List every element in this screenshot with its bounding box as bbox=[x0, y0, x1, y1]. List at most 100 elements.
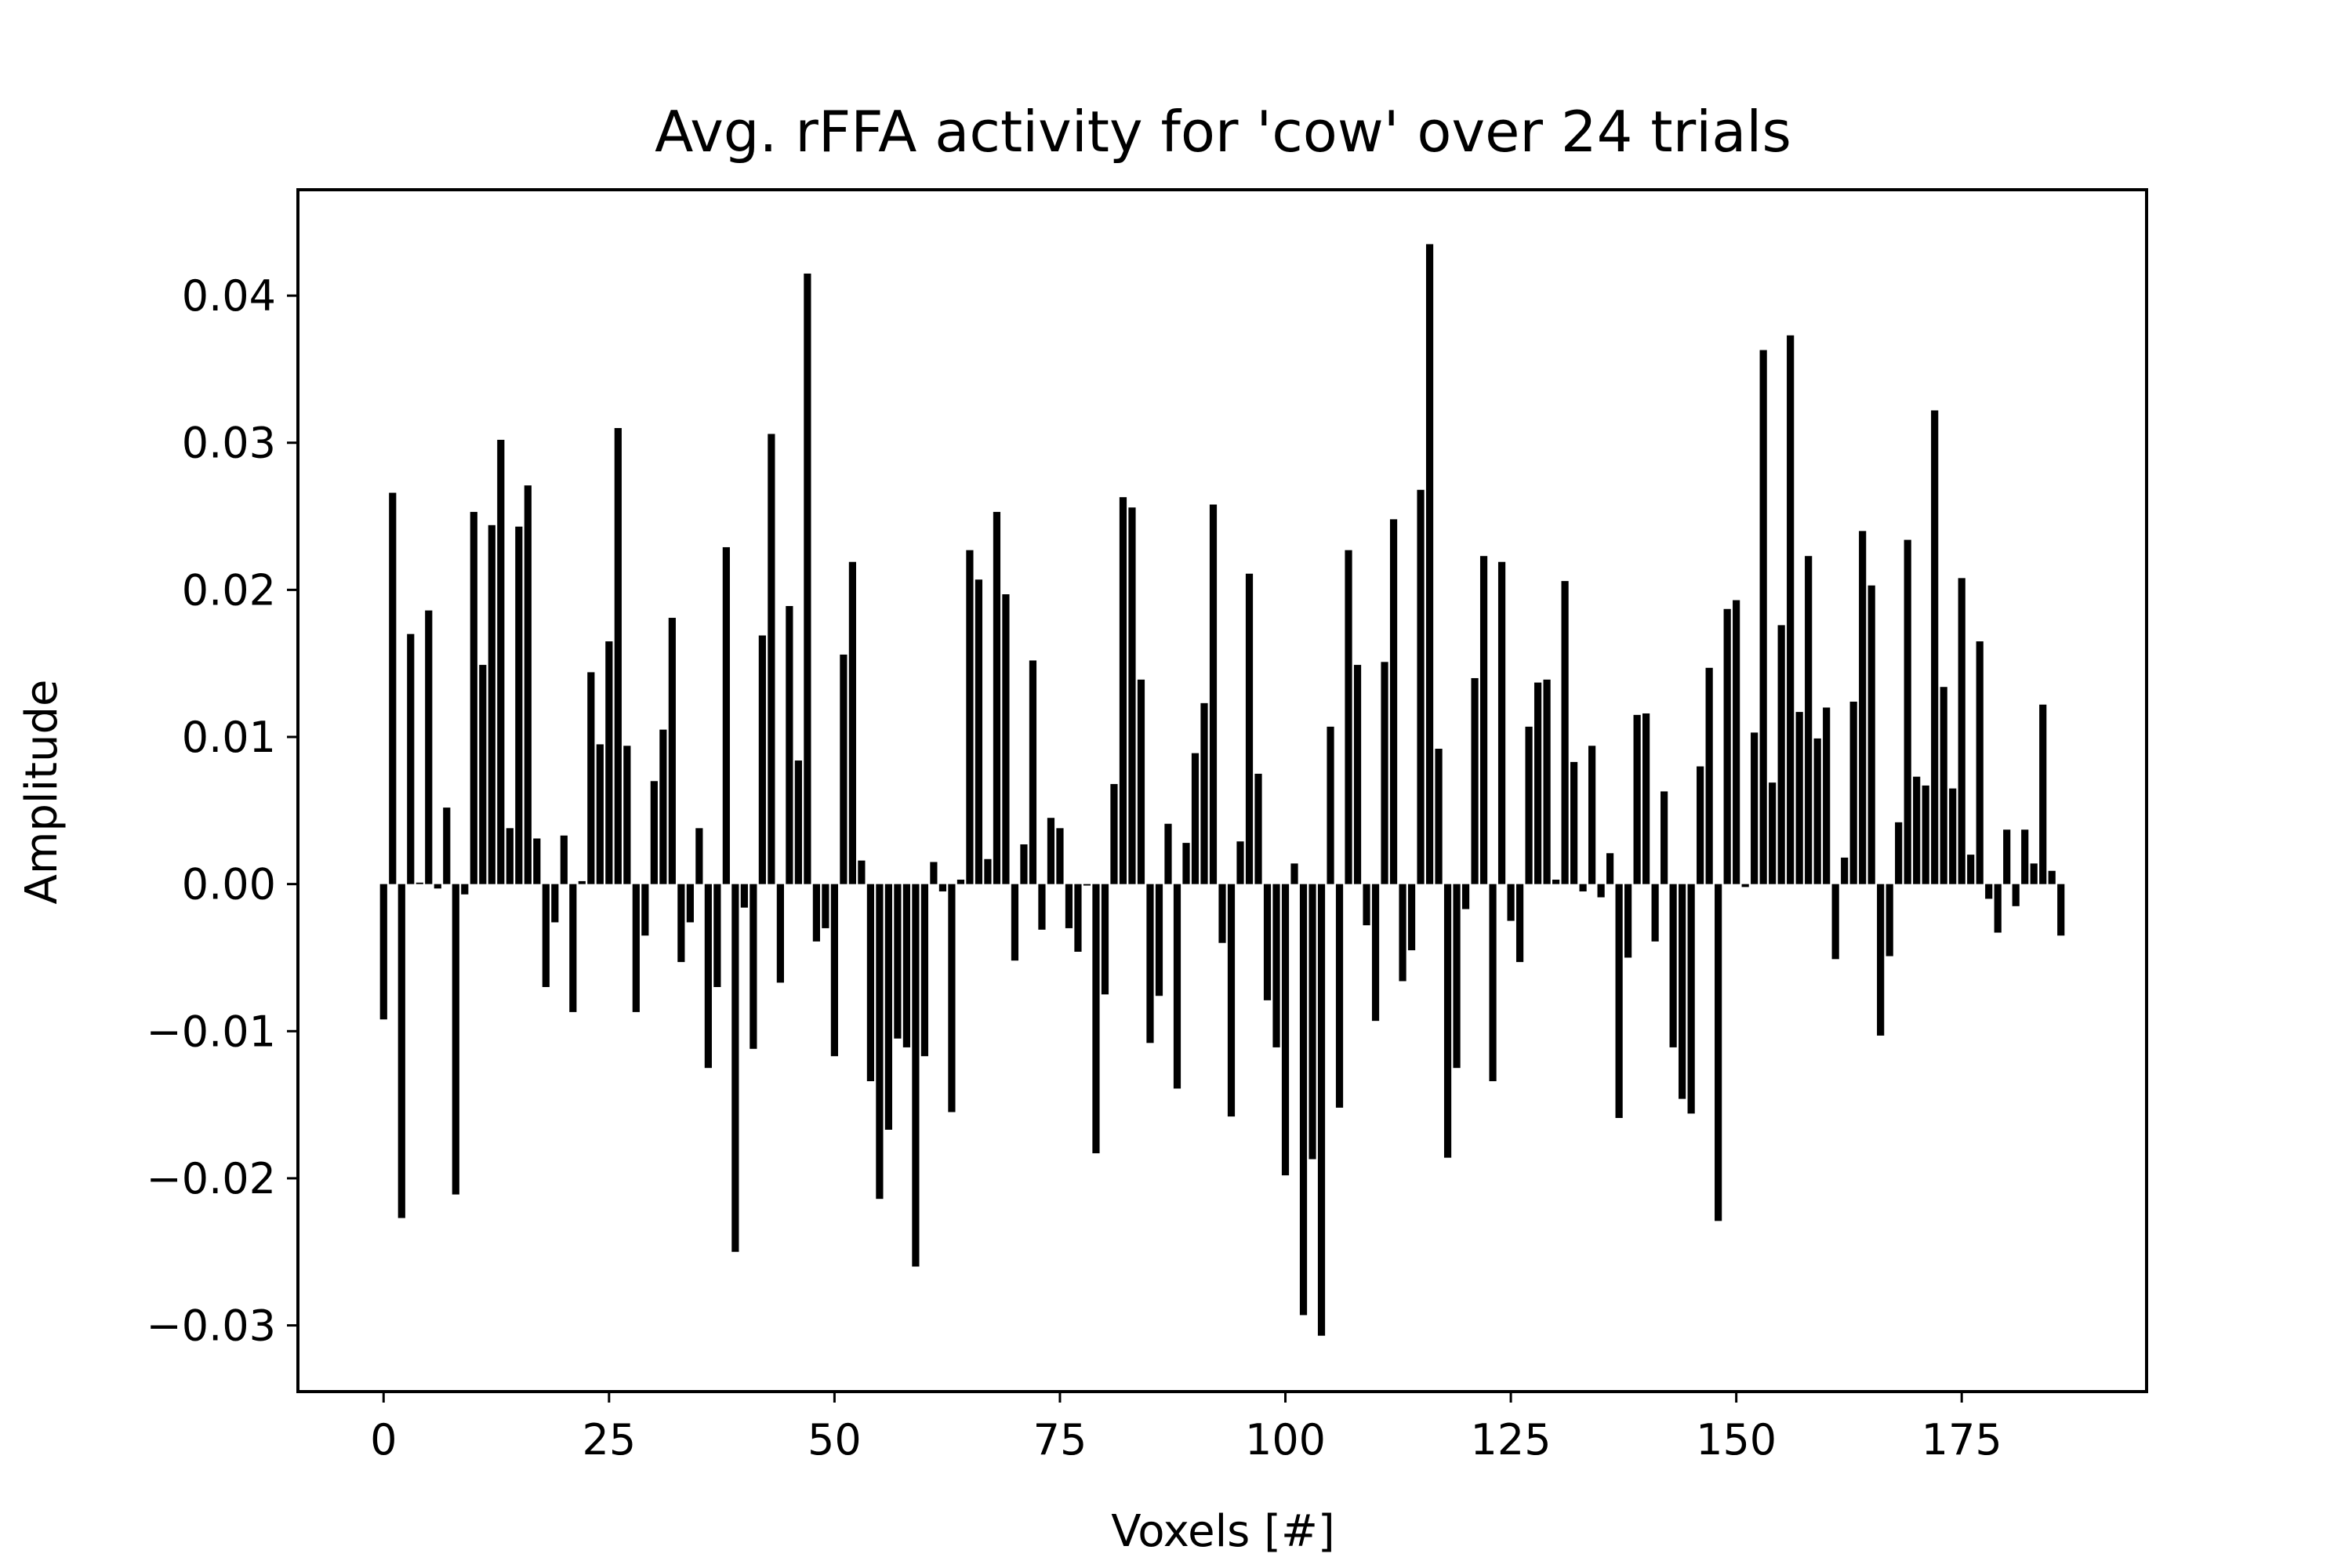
bar bbox=[1904, 539, 1911, 884]
bar bbox=[1381, 662, 1388, 884]
bar bbox=[1425, 244, 1434, 884]
bar bbox=[1191, 753, 1200, 884]
x-axis-label: Voxels [#] bbox=[1111, 1506, 1335, 1557]
bar bbox=[488, 524, 495, 884]
y-tick-label: 0.01 bbox=[182, 713, 276, 762]
bar bbox=[812, 884, 820, 942]
bar bbox=[876, 884, 884, 1200]
bar bbox=[1399, 884, 1406, 982]
bar bbox=[379, 884, 387, 1020]
bar bbox=[1263, 884, 1272, 1000]
bar bbox=[866, 884, 874, 1082]
x-tick-label: 150 bbox=[1696, 1415, 1777, 1465]
bar bbox=[758, 635, 766, 884]
bar bbox=[1056, 828, 1064, 884]
bar bbox=[1759, 350, 1767, 884]
bar bbox=[956, 880, 965, 884]
bar bbox=[1065, 884, 1073, 928]
bar bbox=[1805, 556, 1813, 884]
bar bbox=[1588, 746, 1596, 884]
bar bbox=[912, 884, 920, 1267]
y-tick-label: −0.03 bbox=[147, 1301, 276, 1351]
bar bbox=[1453, 884, 1461, 1069]
bar bbox=[713, 884, 721, 987]
bar bbox=[1209, 504, 1218, 884]
bar bbox=[461, 884, 469, 895]
x-axis-ticks: 0 25 50 75 100 125 150 175 bbox=[370, 1392, 2002, 1465]
bar bbox=[506, 828, 514, 884]
y-tick-label: −0.01 bbox=[147, 1007, 276, 1056]
x-tick-label: 125 bbox=[1471, 1415, 1552, 1465]
bar bbox=[1895, 822, 1903, 884]
bar bbox=[1922, 785, 1929, 884]
bar bbox=[1777, 625, 1785, 884]
bar bbox=[1877, 884, 1885, 1036]
bar bbox=[1733, 600, 1740, 884]
bar bbox=[750, 884, 757, 1049]
bar bbox=[894, 884, 902, 1039]
bar bbox=[1489, 884, 1497, 1082]
bar bbox=[938, 884, 947, 892]
bar bbox=[975, 579, 983, 884]
bar bbox=[1345, 550, 1352, 884]
bar bbox=[1561, 581, 1569, 884]
bar bbox=[1849, 701, 1857, 884]
x-tick-label: 0 bbox=[370, 1415, 397, 1465]
bar bbox=[722, 546, 730, 884]
bar bbox=[560, 835, 568, 884]
bar bbox=[623, 746, 631, 884]
bar bbox=[1534, 682, 1542, 884]
bar bbox=[1931, 410, 1939, 884]
bar bbox=[1353, 665, 1362, 884]
bar bbox=[1011, 884, 1019, 961]
bar bbox=[1669, 884, 1677, 1047]
bar bbox=[1795, 712, 1803, 884]
bar bbox=[794, 760, 802, 884]
bar bbox=[1074, 884, 1082, 952]
bar bbox=[1705, 667, 1713, 884]
bar bbox=[425, 610, 433, 884]
bar bbox=[641, 884, 649, 936]
y-axis-ticks: −0.03 −0.02 −0.01 0.00 0.01 0.02 0.03 0.04 bbox=[147, 271, 298, 1351]
bar bbox=[948, 884, 956, 1112]
bar bbox=[1038, 884, 1046, 930]
bar bbox=[1389, 519, 1398, 884]
bar bbox=[1218, 884, 1226, 943]
bar bbox=[1236, 841, 1244, 884]
bar bbox=[1290, 863, 1298, 884]
bar bbox=[1137, 679, 1145, 884]
bar bbox=[1661, 791, 1668, 884]
bar bbox=[1949, 788, 1957, 884]
bar bbox=[551, 884, 559, 923]
bar bbox=[397, 884, 405, 1218]
bar bbox=[1723, 608, 1731, 884]
bar bbox=[1299, 884, 1308, 1316]
bar bbox=[984, 858, 992, 884]
bar bbox=[1371, 884, 1380, 1022]
bar bbox=[704, 884, 712, 1069]
y-tick-label: 0.03 bbox=[182, 419, 276, 468]
bar bbox=[407, 633, 415, 884]
bar bbox=[1624, 884, 1632, 958]
bar bbox=[605, 641, 613, 884]
chart-title: Avg. rFFA activity for 'cow' over 24 tri… bbox=[655, 99, 1791, 165]
bar bbox=[2048, 870, 2056, 884]
y-tick-label: −0.02 bbox=[147, 1154, 276, 1203]
bar bbox=[659, 729, 667, 884]
bar bbox=[731, 884, 739, 1252]
bar bbox=[2039, 704, 2047, 884]
bar bbox=[1020, 844, 1028, 884]
x-tick-label: 100 bbox=[1245, 1415, 1326, 1465]
bar bbox=[614, 427, 622, 884]
bar bbox=[1985, 884, 1993, 899]
bar bbox=[668, 618, 676, 884]
bar bbox=[524, 485, 532, 884]
y-tick-label: 0.02 bbox=[182, 565, 276, 615]
bar bbox=[804, 273, 811, 884]
bar bbox=[1886, 884, 1893, 956]
y-axis-label: Amplitude bbox=[16, 680, 67, 905]
bar bbox=[1461, 884, 1470, 909]
bar bbox=[776, 884, 784, 983]
bar bbox=[993, 511, 1001, 884]
bar bbox=[1651, 884, 1659, 942]
